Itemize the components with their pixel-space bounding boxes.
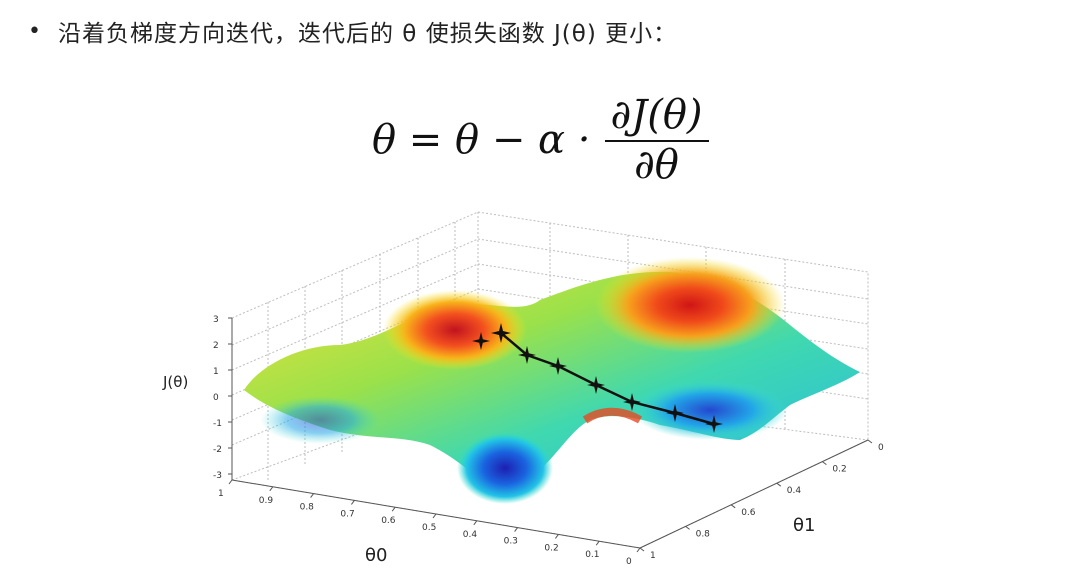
- theta0-tick-label: 0.8: [300, 503, 315, 513]
- z-tick-label: -1: [213, 419, 222, 429]
- theta0-tick-label: 0.9: [259, 496, 274, 506]
- theta1-tick-label: 1: [650, 551, 656, 561]
- formula-fraction: ∂J(θ) ∂θ: [604, 92, 709, 188]
- theta1-tick-label: 0.6: [741, 508, 756, 518]
- loss-surface: [244, 257, 860, 504]
- theta0-tick-label: 1: [218, 489, 224, 499]
- z-tick-label: 0: [213, 393, 219, 403]
- z-tick-label: -2: [213, 445, 222, 455]
- surface-valley-front: [457, 432, 553, 504]
- theta1-tick-mark: [685, 526, 690, 530]
- bullet-point: • 沿着负梯度方向迭代，迭代后的 θ 使损失函数 J(θ) 更小：: [28, 14, 677, 48]
- theta1-tick-mark: [776, 482, 782, 487]
- theta1-tick-label: 0.2: [832, 465, 846, 475]
- theta1-axis-label: θ1: [793, 515, 815, 536]
- formula-numerator: ∂J(θ): [604, 92, 709, 142]
- theta0-tick-label: 0.2: [544, 543, 558, 553]
- surface-peak-right: [595, 257, 785, 353]
- descent-step-marker: [472, 332, 490, 350]
- theta0-tick-mark: [595, 540, 600, 546]
- formula-denominator: ∂θ: [634, 142, 679, 188]
- z-tick-label: 2: [213, 341, 219, 351]
- theta0-tick-label: 0.3: [504, 537, 518, 547]
- theta1-tick-label: 0: [878, 443, 884, 453]
- descent-step-marker: [491, 323, 511, 343]
- theta0-axis-ticks: 1 0.9 0.8 0.7 0.6 0.5 0.4 0.3 0.2 0.1 0: [218, 479, 641, 567]
- theta0-tick-mark: [350, 500, 355, 505]
- theta0-tick-label: 0.7: [340, 509, 354, 519]
- theta0-tick-mark: [269, 486, 274, 492]
- descent-step-marker: [666, 404, 684, 422]
- theta0-tick-mark: [636, 547, 641, 553]
- theta0-tick-mark: [432, 513, 437, 519]
- theta1-tick-label: 0.4: [787, 486, 802, 496]
- theta0-tick-mark: [555, 534, 559, 539]
- theta1-axis: 0 0.2 0.4 0.6 0.8 1 θ1: [639, 439, 884, 561]
- theta1-tick-mark: [822, 461, 827, 466]
- surface-valley-right: [632, 380, 788, 440]
- bullet-text: 沿着负梯度方向迭代，迭代后的 θ 使损失函数 J(θ) 更小：: [58, 21, 678, 47]
- theta1-axis-ticks: 0 0.2 0.4 0.6 0.8 1: [639, 439, 884, 561]
- descent-step-marker: [587, 376, 605, 394]
- theta1-tick-label: 0.8: [696, 529, 711, 539]
- surface-peak-left: [383, 290, 527, 370]
- theta0-tick-label: 0: [626, 557, 632, 567]
- theta0-tick-mark: [473, 520, 478, 526]
- descent-step-marker: [518, 346, 536, 364]
- theta1-tick-mark: [730, 504, 736, 509]
- theta0-tick-mark: [391, 506, 396, 512]
- theta0-tick-label: 0.5: [422, 523, 436, 533]
- theta0-tick-label: 0.1: [585, 550, 599, 560]
- theta0-tick-label: 0.4: [463, 530, 478, 540]
- formula-lhs: θ = θ − α ·: [372, 117, 591, 163]
- theta0-axis-label: θ0: [365, 545, 387, 566]
- theta0-tick-mark: [310, 493, 315, 498]
- gradient-descent-path: [472, 323, 723, 433]
- theta1-tick-mark: [639, 547, 645, 552]
- z-tick-label: -3: [213, 471, 222, 481]
- theta1-tick-mark: [867, 439, 873, 444]
- z-axis-label: J(θ): [162, 373, 188, 391]
- z-tick-label: 1: [213, 367, 219, 377]
- bullet-marker: •: [28, 18, 42, 44]
- z-tick-label: 3: [213, 315, 219, 325]
- theta0-tick-label: 0.6: [381, 516, 396, 526]
- theta0-tick-mark: [228, 479, 233, 485]
- descent-step-marker: [623, 393, 641, 411]
- z-axis-ticks: 3 2 1 0 -1 -2 -3: [213, 315, 232, 481]
- theta0-axis: 1 0.9 0.8 0.7 0.6 0.5 0.4 0.3 0.2 0.1 0 θ0: [218, 479, 641, 567]
- descent-step-marker: [705, 415, 723, 433]
- z-axis: 3 2 1 0 -1 -2 -3 J(θ): [162, 315, 233, 481]
- surface-valley-left: [260, 396, 380, 444]
- theta0-tick-mark: [514, 527, 518, 532]
- descent-step-marker: [549, 357, 567, 375]
- gradient-descent-formula: θ = θ − α · ∂J(θ) ∂θ: [372, 92, 709, 188]
